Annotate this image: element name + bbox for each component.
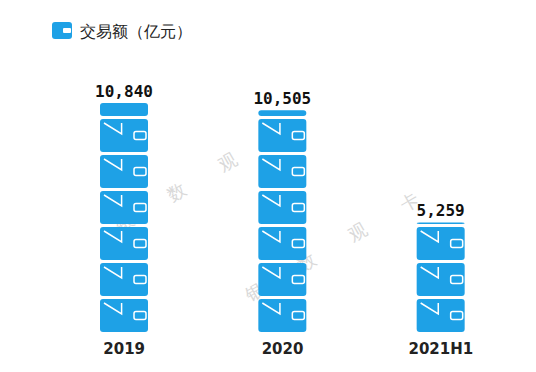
svg-text:2021H1: 2021H1 [408,340,473,358]
svg-text:交易额（亿元）: 交易额（亿元） [80,22,192,41]
svg-text:10,840: 10,840 [95,82,153,101]
svg-text:银 数 观 卡: 银 数 观 卡 [111,109,309,236]
svg-text:银 数 观 卡: 银 数 观 卡 [241,180,439,306]
svg-text:2020: 2020 [262,340,304,358]
svg-text:2019: 2019 [103,340,145,358]
svg-text:10,505: 10,505 [253,89,311,108]
svg-text:5,259: 5,259 [417,201,465,220]
